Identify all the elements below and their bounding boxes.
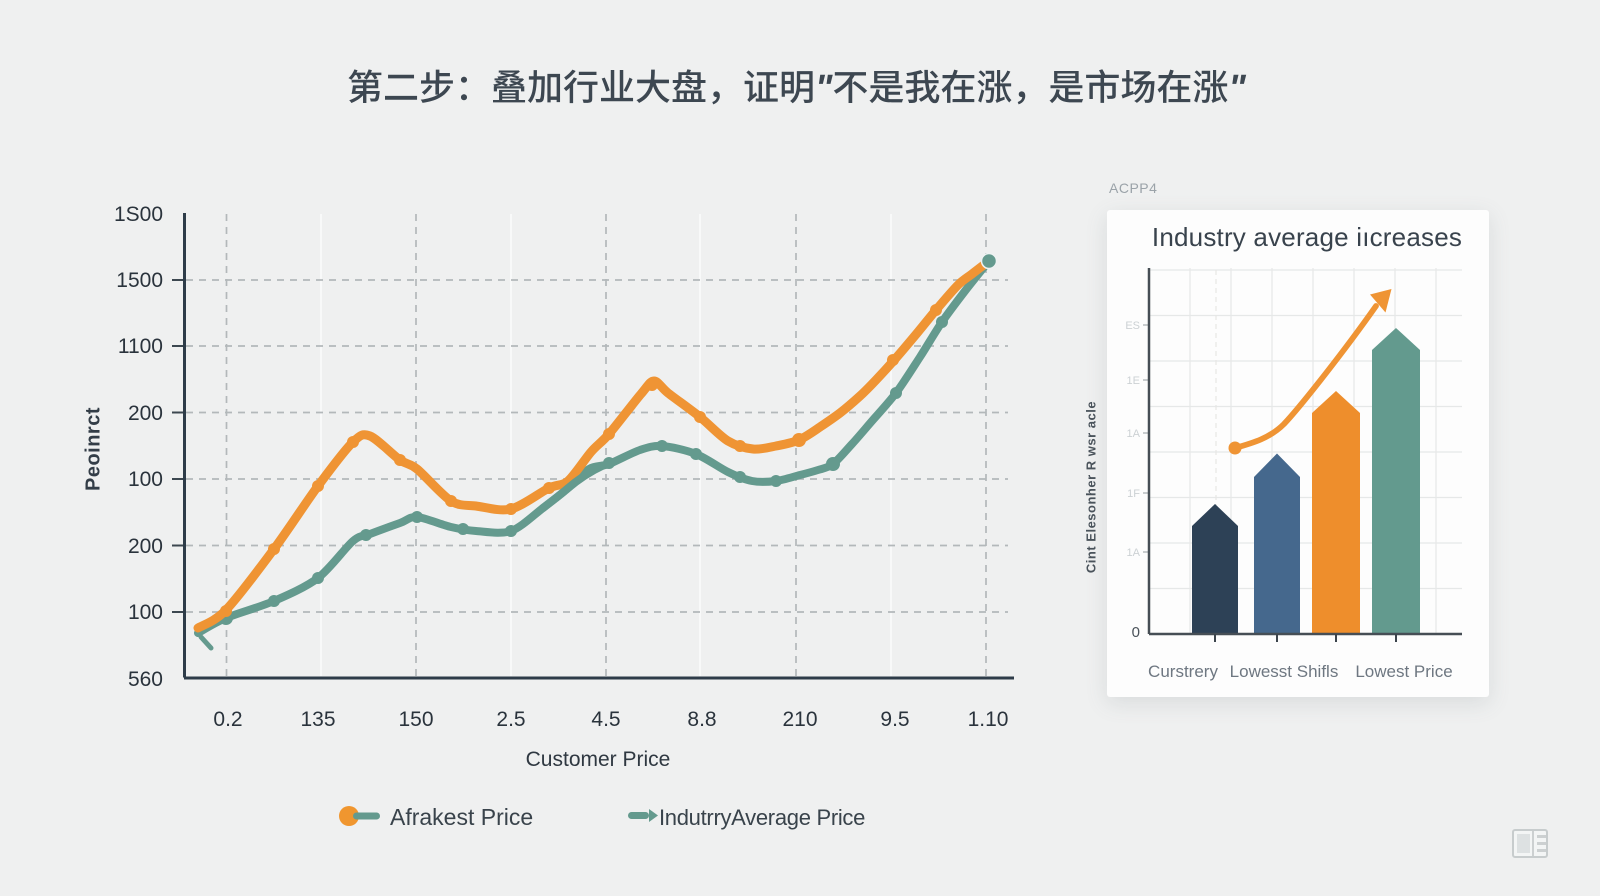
svg-text:Lowesst Shifls: Lowesst Shifls [1230, 662, 1339, 681]
svg-text:100: 100 [128, 601, 163, 624]
svg-text:ES: ES [1125, 320, 1140, 332]
svg-text:9.5: 9.5 [880, 708, 909, 731]
svg-text:8.8: 8.8 [687, 708, 716, 731]
svg-text:0.2: 0.2 [213, 708, 242, 731]
svg-text:135: 135 [300, 708, 335, 731]
svg-text:1100: 1100 [118, 335, 163, 358]
svg-text:1.10: 1.10 [968, 708, 1009, 731]
svg-text:560: 560 [128, 668, 163, 691]
svg-text:Curstrery: Curstrery [1148, 662, 1218, 681]
svg-text:0: 0 [1132, 624, 1140, 641]
svg-text:Lowest Price: Lowest Price [1355, 662, 1452, 681]
svg-text:100: 100 [128, 468, 163, 491]
svg-text:2.5: 2.5 [496, 708, 525, 731]
svg-text:210: 210 [782, 708, 817, 731]
svg-text:1S00: 1S00 [114, 203, 163, 226]
svg-text:1A: 1A [1127, 428, 1141, 440]
svg-text:1E: 1E [1127, 375, 1140, 387]
svg-text:1A: 1A [1127, 547, 1141, 559]
svg-text:1F: 1F [1127, 488, 1140, 500]
svg-text:200: 200 [128, 535, 163, 558]
svg-text:Customer Price: Customer Price [526, 748, 671, 771]
svg-text:200: 200 [128, 402, 163, 425]
svg-text:150: 150 [398, 708, 433, 731]
svg-text:1500: 1500 [116, 269, 163, 292]
svg-text:4.5: 4.5 [591, 708, 620, 731]
